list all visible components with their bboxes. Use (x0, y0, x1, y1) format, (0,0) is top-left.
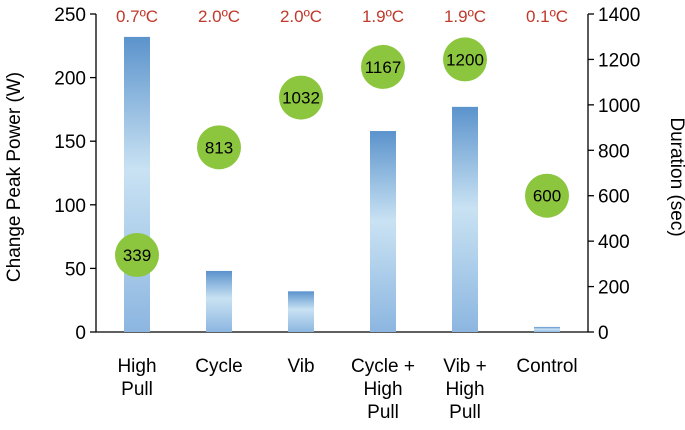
duration-data-label: 1167 (365, 58, 402, 77)
duration-data-label: 1200 (446, 50, 484, 69)
y2-axis-title: Duration (sec) (666, 117, 685, 236)
x-tick-label: High Pull (117, 356, 156, 400)
x-tick-label: Cycle (195, 356, 243, 377)
duration-point (525, 173, 569, 218)
duration-point (115, 232, 159, 277)
bar (452, 106, 478, 332)
y2-tick-label: 400 (598, 232, 630, 253)
x-tick-label: Cycle + High Pull (351, 356, 415, 423)
bar (288, 291, 314, 332)
y2-tick-label: 1400 (598, 5, 640, 26)
duration-point (197, 125, 241, 170)
duration-point (279, 75, 323, 120)
bar (370, 131, 396, 332)
temperature-label: 1.9ºC (362, 7, 404, 26)
bar (124, 36, 150, 333)
bar (206, 270, 232, 332)
x-tick-label: Vib (287, 356, 314, 377)
y-tick-label: 50 (65, 259, 86, 280)
temperature-label: 2.0ºC (280, 7, 322, 26)
duration-data-label: 813 (205, 138, 233, 157)
plot-area: 0 50 100 150 200 250 0 200 400 600 800 1000 1200 1400… (54, 5, 640, 423)
y-tick-label: 100 (54, 196, 86, 217)
x-tick-label: Vib + High Pull (443, 356, 487, 423)
y2-tick-label: 0 (598, 323, 609, 344)
y-tick-label: 250 (54, 5, 86, 26)
y2-tick-label: 200 (598, 278, 630, 299)
y-tick-label: 0 (75, 323, 86, 344)
duration-data-label: 339 (123, 246, 151, 265)
y-axis-title: Change Peak Power (W) (4, 72, 25, 282)
y-tick-label: 200 (54, 69, 86, 90)
bar (534, 326, 560, 332)
duration-data-label: 1032 (282, 89, 320, 108)
y2-tick-label: 1200 (598, 50, 640, 71)
y-tick-label: 150 (54, 132, 86, 153)
temperature-label: 0.7ºC (116, 7, 158, 26)
duration-point (361, 44, 405, 89)
temperature-label: 0.1ºC (526, 7, 568, 26)
temperature-label: 1.9ºC (444, 7, 486, 26)
y2-tick-label: 800 (598, 141, 630, 162)
duration-data-label: 600 (533, 187, 561, 206)
temperature-label: 2.0ºC (198, 7, 240, 26)
x-tick-label: Control (516, 356, 577, 377)
y2-tick-label: 1000 (598, 96, 640, 117)
y2-tick-label: 600 (598, 187, 630, 208)
duration-point (443, 37, 487, 82)
